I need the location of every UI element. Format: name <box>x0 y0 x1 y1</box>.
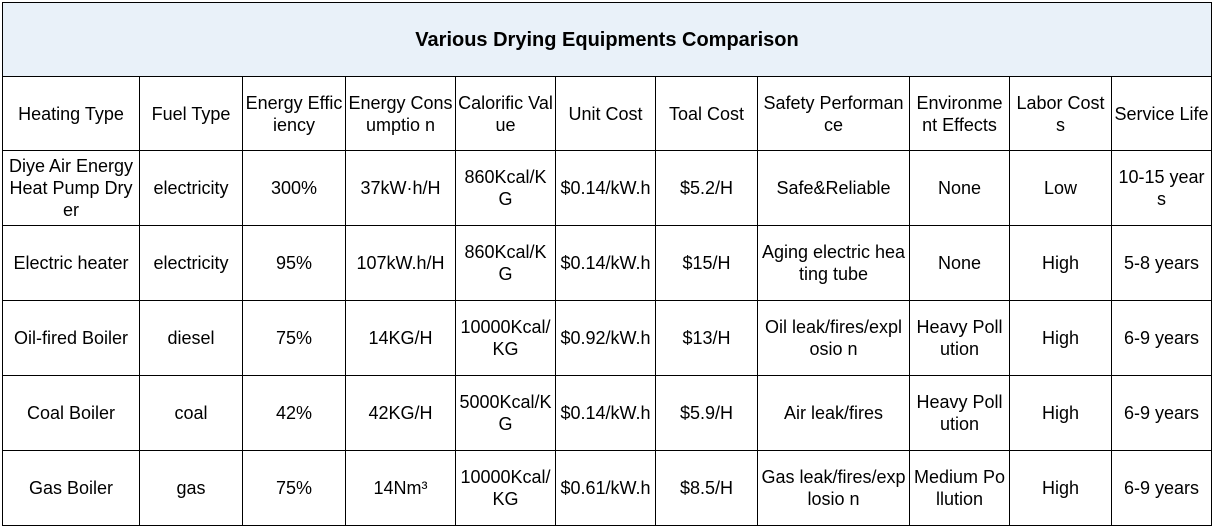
column-header: Calorific Value <box>455 76 556 151</box>
column-header: Environme nt Effects <box>909 76 1010 151</box>
table-cell: $0.14/kW.h <box>555 375 656 451</box>
table-cell: $0.61/kW.h <box>555 450 656 526</box>
table-cell: Electric heater <box>2 225 140 301</box>
table-cell: Aging electric heating tube <box>757 225 910 301</box>
table-cell: electricity <box>139 150 243 226</box>
table-cell: $13/H <box>655 300 758 376</box>
table-row: Diye Air Energy Heat Pump Dryer electrici… <box>2 150 1212 226</box>
table-cell: $5.2/H <box>655 150 758 226</box>
table-cell: 5-8 years <box>1111 225 1212 301</box>
table-cell: Air leak/fires <box>757 375 910 451</box>
table-cell: $8.5/H <box>655 450 758 526</box>
table-cell: Gas leak/fires/explosio n <box>757 450 910 526</box>
table-cell: 14KG/H <box>345 300 456 376</box>
table-cell: 6-9 years <box>1111 450 1212 526</box>
table-cell: $0.92/kW.h <box>555 300 656 376</box>
table-cell: 300% <box>242 150 346 226</box>
table-cell: 14Nm³ <box>345 450 456 526</box>
column-header: Service Life <box>1111 76 1212 151</box>
table-row: Oil-fired Boiler diesel 75% 14KG/H 10000Kcal… <box>2 300 1212 376</box>
table-cell: 10-15 years <box>1111 150 1212 226</box>
table-cell: 10000Kcal/ KG <box>455 300 556 376</box>
table-cell: $0.14/kW.h <box>555 225 656 301</box>
table-cell: 10000Kcal/ KG <box>455 450 556 526</box>
table-cell: coal <box>139 375 243 451</box>
table-cell: $5.9/H <box>655 375 758 451</box>
table-cell: diesel <box>139 300 243 376</box>
table-cell: None <box>909 150 1010 226</box>
table-cell: 6-9 years <box>1111 300 1212 376</box>
table-row: Electric heater electricity 95% 107kW.h/H 86… <box>2 225 1212 301</box>
table-cell: Diye Air Energy Heat Pump Dryer <box>2 150 140 226</box>
table-cell: High <box>1009 300 1112 376</box>
table-cell: 42KG/H <box>345 375 456 451</box>
table-cell: $15/H <box>655 225 758 301</box>
table-row: Coal Boiler coal 42% 42KG/H 5000Kcal/K G $0.1… <box>2 375 1212 451</box>
column-header: Heating Type <box>2 76 140 151</box>
table-cell: Heavy Pollution <box>909 300 1010 376</box>
table-cell: 75% <box>242 450 346 526</box>
table-cell: Oil leak/fires/explosio n <box>757 300 910 376</box>
table-cell: 95% <box>242 225 346 301</box>
column-header: Unit Cost <box>555 76 656 151</box>
table-cell: 37kW·h/H <box>345 150 456 226</box>
table-cell: Low <box>1009 150 1112 226</box>
table-cell: gas <box>139 450 243 526</box>
table-cell: 107kW.h/H <box>345 225 456 301</box>
table-cell: 860Kcal/K G <box>455 150 556 226</box>
table-cell: Coal Boiler <box>2 375 140 451</box>
table-cell: electricity <box>139 225 243 301</box>
column-header: Toal Cost <box>655 76 758 151</box>
table-row: Gas Boiler gas 75% 14Nm³ 10000Kcal/ KG $0.61/… <box>2 450 1212 526</box>
table-cell: Safe&Reliable <box>757 150 910 226</box>
table-cell: 42% <box>242 375 346 451</box>
column-header: Fuel Type <box>139 76 243 151</box>
table-cell: 5000Kcal/K G <box>455 375 556 451</box>
table-cell: Gas Boiler <box>2 450 140 526</box>
table-cell: 6-9 years <box>1111 375 1212 451</box>
table-cell: Medium Pollution <box>909 450 1010 526</box>
table-cell: High <box>1009 225 1112 301</box>
table-cell: High <box>1009 450 1112 526</box>
table-cell: 860Kcal/K G <box>455 225 556 301</box>
table-cell: None <box>909 225 1010 301</box>
table-cell: 75% <box>242 300 346 376</box>
column-header: Labor Costs <box>1009 76 1112 151</box>
table-title: Various Drying Equipments Comparison <box>2 2 1212 77</box>
column-header: Energy Efficiency <box>242 76 346 151</box>
table-cell: Heavy Pollution <box>909 375 1010 451</box>
table-cell: $0.14/kW.h <box>555 150 656 226</box>
table-cell: High <box>1009 375 1112 451</box>
table-cell: Oil-fired Boiler <box>2 300 140 376</box>
column-header: Safety Performance <box>757 76 910 151</box>
column-header: Energy Consumptio n <box>345 76 456 151</box>
header-row: Heating Type Fuel Type Energy Efficiency En… <box>2 76 1212 151</box>
